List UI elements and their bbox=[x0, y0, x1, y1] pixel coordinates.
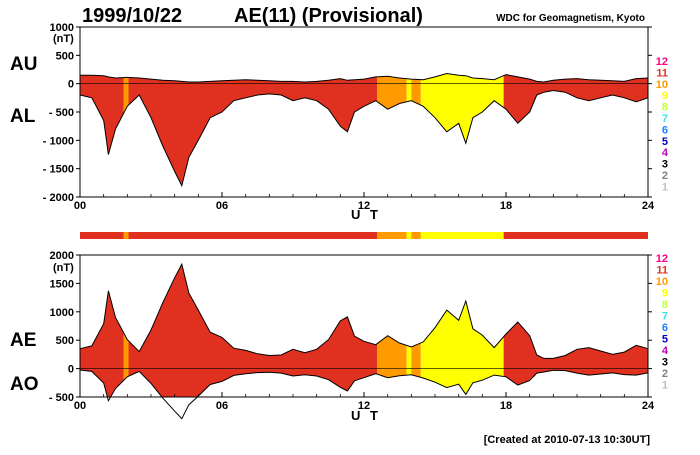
station-scale-11: 11 bbox=[656, 265, 668, 277]
x-tick-label: 24 bbox=[642, 200, 655, 212]
bottom-x-axis-label: U T bbox=[351, 408, 381, 423]
y-tick-label: 500 bbox=[56, 335, 74, 347]
station-scale-8: 8 bbox=[662, 102, 668, 114]
x-tick-label: 00 bbox=[74, 200, 86, 212]
x-tick-label: 18 bbox=[500, 200, 512, 212]
station-scale-1: 1 bbox=[662, 181, 668, 193]
ae-label: AE bbox=[10, 330, 36, 351]
station-scale-4: 4 bbox=[662, 147, 669, 159]
y-tick-label: 0 bbox=[68, 79, 74, 91]
station-scale-12: 12 bbox=[656, 56, 668, 68]
au-label: AU bbox=[10, 54, 37, 75]
x-tick-label: 12 bbox=[358, 200, 370, 212]
created-timestamp: [Created at 2010-07-13 10:30UT] bbox=[484, 434, 651, 446]
series-line-ao bbox=[79, 369, 649, 420]
station-scale-12: 12 bbox=[656, 253, 668, 265]
x-tick-label: 06 bbox=[216, 200, 228, 212]
y-tick-label: - 500 bbox=[49, 107, 74, 119]
activity-band bbox=[80, 232, 648, 239]
series-line-ae bbox=[79, 262, 649, 359]
station-scale-11: 11 bbox=[656, 67, 668, 79]
station-scale-9: 9 bbox=[662, 288, 668, 300]
y-tick-label: 1000 bbox=[50, 22, 74, 34]
activity-band-segment-8 bbox=[503, 232, 648, 239]
series-line-al bbox=[79, 89, 649, 188]
station-scale-2: 2 bbox=[662, 368, 668, 380]
activity-band-segment-3 bbox=[128, 232, 378, 239]
x-tick-label: 12 bbox=[358, 400, 370, 412]
station-scale-7: 7 bbox=[662, 311, 668, 323]
activity-band-segment-7 bbox=[420, 232, 504, 239]
y-tick-label: 1000 bbox=[50, 307, 74, 319]
station-scale-10: 10 bbox=[656, 79, 668, 91]
x-tick-label: 24 bbox=[642, 400, 655, 412]
station-scale-10: 10 bbox=[656, 276, 668, 288]
station-scale-3: 3 bbox=[662, 357, 668, 369]
x-tick-label: 18 bbox=[500, 400, 512, 412]
date-label: 1999/10/22 bbox=[82, 5, 182, 27]
station-scale-7: 7 bbox=[662, 113, 668, 125]
station-scale-3: 3 bbox=[662, 159, 668, 171]
activity-band-segment-4 bbox=[377, 232, 407, 239]
station-scale-4: 4 bbox=[662, 345, 669, 357]
activity-band-segment-1 bbox=[80, 232, 124, 239]
top-x-axis-label: U T bbox=[351, 207, 381, 222]
series-line-au bbox=[80, 72, 649, 83]
y-tick-label: - 1000 bbox=[43, 135, 74, 147]
ao-label: AO bbox=[10, 374, 39, 395]
station-scale-6: 6 bbox=[662, 322, 668, 334]
y-tick-label: - 500 bbox=[49, 392, 74, 404]
y-tick-label: 2000 bbox=[50, 250, 74, 262]
y-tick-label: - 2000 bbox=[43, 192, 74, 204]
station-scale-2: 2 bbox=[662, 170, 668, 182]
station-scale-8: 8 bbox=[662, 299, 668, 311]
y-tick-label: 500 bbox=[56, 50, 74, 62]
station-scale-9: 9 bbox=[662, 90, 668, 102]
bottom-unit-label: (nT) bbox=[53, 262, 74, 274]
activity-band-segment-6 bbox=[411, 232, 421, 239]
x-tick-label: 06 bbox=[216, 400, 228, 412]
al-label: AL bbox=[10, 106, 36, 127]
top-unit-label: (nT) bbox=[53, 33, 74, 45]
chart-title: AE(11) (Provisional) bbox=[234, 5, 423, 27]
x-tick-label: 00 bbox=[74, 400, 86, 412]
station-scale-6: 6 bbox=[662, 124, 668, 136]
station-scale-5: 5 bbox=[662, 334, 668, 346]
y-tick-label: 1500 bbox=[50, 278, 74, 290]
activity-band-segment-5 bbox=[406, 232, 412, 239]
activity-band-segment-2 bbox=[123, 232, 129, 239]
station-scale-1: 1 bbox=[662, 380, 668, 392]
source-label: WDC for Geomagnetism, Kyoto bbox=[496, 13, 645, 24]
station-scale-5: 5 bbox=[662, 136, 668, 148]
y-tick-label: - 1500 bbox=[43, 164, 74, 176]
y-tick-label: 0 bbox=[68, 364, 74, 376]
